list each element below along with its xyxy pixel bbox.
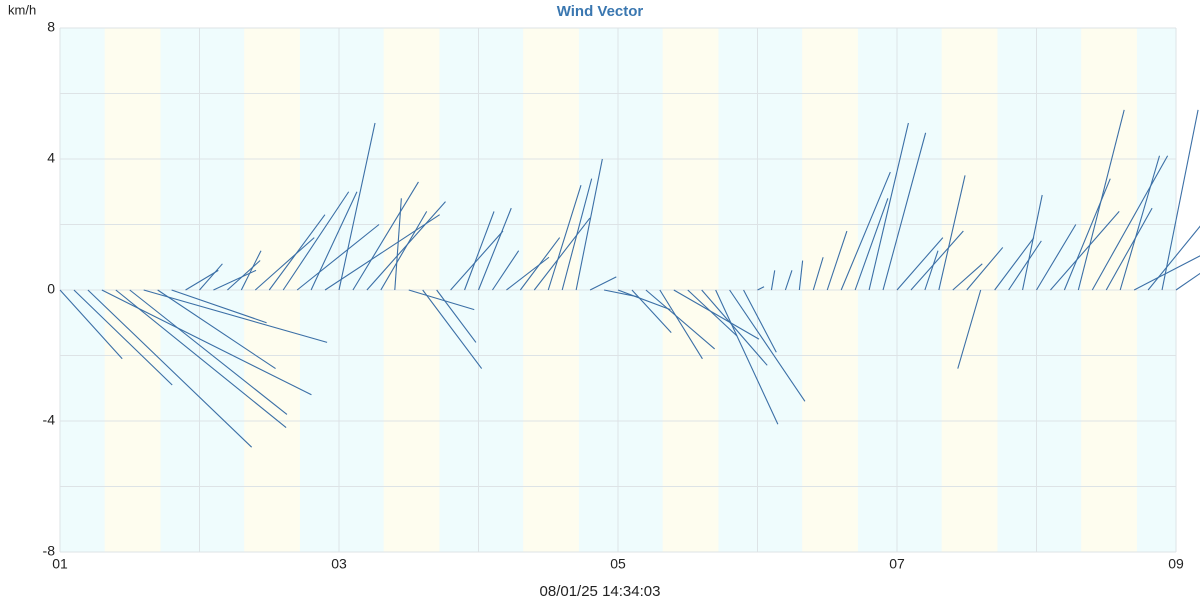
wind-vector: [952, 263, 983, 291]
wind-vector: [143, 289, 328, 343]
wind-vector: [798, 260, 804, 291]
wind-vector: [1119, 155, 1161, 291]
wind-vector: [338, 122, 376, 291]
wind-vector: [924, 250, 939, 291]
wind-vector: [715, 289, 779, 425]
wind-vector: [282, 191, 350, 291]
wind-vector: [115, 289, 287, 428]
wind-vector: [729, 289, 806, 402]
wind-vector: [254, 237, 315, 291]
wind-vector: [868, 122, 909, 291]
wind-vector: [1036, 224, 1077, 291]
x-tick-label: 01: [52, 556, 68, 572]
wind-vector: [938, 175, 966, 291]
wind-vector: [645, 289, 716, 350]
wind-vector: [464, 211, 495, 291]
wind-vector: [1063, 178, 1111, 291]
wind-vector: [1022, 194, 1043, 291]
wind-vector: [1175, 272, 1200, 291]
wind-vector: [673, 289, 760, 340]
wind-vector: [547, 185, 582, 291]
wind-vector: [687, 289, 738, 337]
wind-vector: [910, 230, 964, 291]
wind-vector: [59, 289, 123, 360]
wind-vector: [352, 181, 419, 291]
wind-vector: [477, 207, 512, 291]
wind-vector: [533, 217, 591, 291]
wind-vector: [617, 289, 671, 311]
wind-vector: [812, 257, 824, 291]
y-tick-label: -8: [43, 543, 56, 559]
wind-vector: [826, 230, 848, 291]
wind-vector: [757, 286, 765, 291]
wind-vector: [957, 289, 982, 369]
wind-vector: [310, 191, 358, 291]
wind-vector: [994, 237, 1035, 291]
wind-vector: [422, 289, 483, 369]
wind-vector: [436, 289, 477, 343]
wind-vector: [394, 198, 402, 291]
wind-vector: [227, 260, 261, 291]
wind-vector: [324, 214, 440, 291]
wind-vector: [171, 289, 267, 324]
wind-vector: [840, 171, 891, 291]
wind-vector: [770, 270, 776, 291]
wind-vector: [743, 289, 777, 353]
wind-vector: [157, 289, 276, 370]
wind-vector: [296, 224, 380, 291]
wind-vector: [575, 158, 603, 291]
wind-vector: [784, 270, 793, 291]
wind-vector: [73, 289, 173, 386]
wind-vector: [896, 237, 944, 291]
x-tick-label: 03: [331, 556, 347, 572]
wind-vector: [966, 247, 1004, 291]
wind-vector: [380, 211, 428, 291]
wind-vector: [519, 237, 561, 291]
wind-vector: [491, 250, 520, 291]
wind-vector: [87, 289, 253, 448]
wind-vector: [1133, 255, 1200, 291]
wind-vector: [1050, 211, 1120, 291]
wind-vector: [506, 256, 550, 291]
x-tick-label: 07: [889, 556, 905, 572]
wind-vector: [408, 289, 475, 311]
wind-vector: [561, 178, 593, 291]
y-axis-label: km/h: [8, 2, 36, 17]
x-tick-label: 09: [1168, 556, 1184, 572]
wind-vector: [199, 263, 223, 291]
wind-vector: [631, 289, 672, 333]
chart-title: Wind Vector: [557, 3, 644, 20]
wind-vector: [240, 250, 262, 291]
wind-vector: [882, 132, 927, 291]
wind-vector: [129, 289, 288, 415]
wind-vector: [1008, 240, 1042, 291]
wind-vector: [450, 230, 504, 291]
wind-vector: [589, 276, 617, 291]
timestamp: 08/01/25 14:34:03: [540, 583, 661, 600]
wind-vector: [1077, 109, 1125, 291]
wind-vector: [268, 214, 326, 291]
wind-vector: [701, 289, 768, 366]
y-tick-label: 4: [47, 150, 55, 166]
wind-vector: [659, 289, 703, 360]
wind-vector: [1161, 109, 1199, 291]
x-tick-label: 05: [610, 556, 626, 572]
wind-vector: [854, 198, 889, 291]
wind-vector: [1105, 207, 1153, 291]
y-tick-label: -4: [43, 412, 56, 428]
y-tick-label: 8: [47, 19, 55, 35]
wind-vector: [185, 269, 219, 291]
wind-vector: [1091, 155, 1169, 291]
wind-vector: [1147, 225, 1200, 291]
y-tick-label: 0: [47, 281, 55, 297]
